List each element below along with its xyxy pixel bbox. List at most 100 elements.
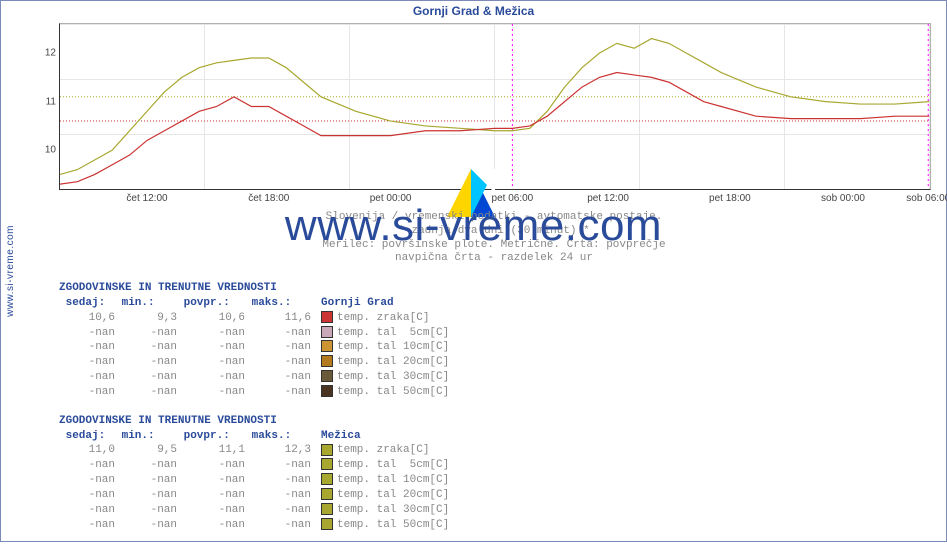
table-cell: -nan: [245, 473, 311, 488]
legend-swatch-icon: [321, 518, 333, 530]
table-cell: -nan: [115, 370, 177, 385]
table-cell: -nan: [115, 518, 177, 533]
x-tick-label: pet 06:00: [492, 193, 534, 204]
table-cell: -nan: [245, 340, 311, 355]
table-cell: -nan: [59, 518, 115, 533]
legend-label: temp. tal 5cm[C]: [337, 327, 449, 339]
table-cell: -nan: [115, 458, 177, 473]
table-cell: -nan: [115, 385, 177, 400]
legend-swatch-icon: [321, 355, 333, 367]
y-tick-label: 11: [46, 96, 56, 107]
table-cell: -nan: [177, 518, 245, 533]
table-cell: -nan: [115, 473, 177, 488]
table-cell: -nan: [177, 355, 245, 370]
legend-swatch-icon: [321, 444, 333, 456]
table-cell: -nan: [59, 340, 115, 355]
table-cell: 11,0: [59, 443, 115, 458]
table-cell: -nan: [177, 370, 245, 385]
table-header-cell: maks.:: [245, 429, 311, 444]
x-tick-label: pet 12:00: [587, 193, 629, 204]
legend-swatch-icon: [321, 340, 333, 352]
table-cell: -nan: [59, 370, 115, 385]
table-cell: -nan: [115, 503, 177, 518]
table-cell: -nan: [177, 503, 245, 518]
table-cell: -nan: [177, 340, 245, 355]
legend-swatch-icon: [321, 473, 333, 485]
x-tick-label: čet 18:00: [248, 193, 289, 204]
table-cell: -nan: [245, 370, 311, 385]
table-row: -nan-nan-nan-nantemp. tal 20cm[C]: [59, 488, 449, 503]
table-cell: -nan: [245, 518, 311, 533]
table-cell: 9,5: [115, 443, 177, 458]
table-cell: -nan: [245, 488, 311, 503]
subtitle-line: * zadnja dva dni (30 minut) *: [59, 225, 929, 239]
table-title: ZGODOVINSKE IN TRENUTNE VREDNOSTI: [59, 281, 449, 296]
chart-plot-area: 101112čet 12:00čet 18:00pet 00:00pet 06:…: [59, 23, 931, 190]
table-header-row: sedaj: min.: povpr.: maks.:Gornji Grad: [59, 296, 449, 311]
table-row: 10,69,310,611,6temp. zraka[C]: [59, 311, 449, 326]
station-table: ZGODOVINSKE IN TRENUTNE VREDNOSTI sedaj:…: [59, 414, 449, 533]
table-row: 11,09,511,112,3temp. zraka[C]: [59, 443, 449, 458]
legend-label: temp. tal 50cm[C]: [337, 386, 449, 398]
table-cell: -nan: [177, 458, 245, 473]
legend-label: temp. tal 10cm[C]: [337, 474, 449, 486]
table-cell: 9,3: [115, 311, 177, 326]
legend-swatch-icon: [321, 385, 333, 397]
table-row: -nan-nan-nan-nantemp. tal 5cm[C]: [59, 458, 449, 473]
x-tick-label: sob 06:00: [906, 193, 947, 204]
legend-swatch-icon: [321, 488, 333, 500]
table-cell: -nan: [245, 355, 311, 370]
table-header-cell: sedaj:: [59, 429, 115, 444]
table-row: -nan-nan-nan-nantemp. tal 20cm[C]: [59, 355, 449, 370]
x-tick-label: pet 18:00: [709, 193, 751, 204]
table-row: -nan-nan-nan-nantemp. tal 50cm[C]: [59, 385, 449, 400]
table-cell: 11,6: [245, 311, 311, 326]
legend-label: temp. zraka[C]: [337, 312, 429, 324]
table-header-cell: maks.:: [245, 296, 311, 311]
table-header-cell: povpr.:: [177, 429, 245, 444]
table-row: -nan-nan-nan-nantemp. tal 50cm[C]: [59, 518, 449, 533]
table-cell: -nan: [245, 385, 311, 400]
table-cell: -nan: [59, 326, 115, 341]
table-cell: -nan: [115, 488, 177, 503]
table-cell: -nan: [59, 385, 115, 400]
table-cell: 10,6: [177, 311, 245, 326]
legend-label: temp. tal 5cm[C]: [337, 459, 449, 471]
legend-swatch-icon: [321, 370, 333, 382]
table-header-cell: povpr.:: [177, 296, 245, 311]
table-cell: -nan: [59, 503, 115, 518]
legend-label: temp. tal 30cm[C]: [337, 504, 449, 516]
legend-label: temp. zraka[C]: [337, 444, 429, 456]
legend-label: temp. tal 20cm[C]: [337, 356, 449, 368]
subtitle-line: Slovenija / vremenski podatki - avtomats…: [59, 211, 929, 225]
y-axis-label: www.si-vreme.com: [5, 225, 16, 317]
table-cell: -nan: [59, 355, 115, 370]
table-cell: 10,6: [59, 311, 115, 326]
x-tick-label: čet 12:00: [126, 193, 167, 204]
table-cell: -nan: [245, 458, 311, 473]
table-cell: -nan: [59, 458, 115, 473]
table-cell: -nan: [177, 326, 245, 341]
legend-swatch-icon: [321, 326, 333, 338]
station-name: Gornji Grad: [321, 297, 394, 309]
x-tick-label: pet 00:00: [370, 193, 412, 204]
y-tick-label: 12: [45, 48, 56, 59]
y-tick-label: 10: [45, 145, 56, 156]
legend-swatch-icon: [321, 503, 333, 515]
y-axis-label-strip: www.si-vreme.com: [1, 1, 19, 541]
table-cell: -nan: [115, 326, 177, 341]
chart-panel: www.si-vreme.com Gornji Grad & Mežica 10…: [0, 0, 947, 542]
x-tick-label: sob 00:00: [821, 193, 865, 204]
legend-swatch-icon: [321, 311, 333, 323]
subtitle-line: navpična črta - razdelek 24 ur: [59, 252, 929, 266]
table-cell: -nan: [59, 488, 115, 503]
table-cell: -nan: [177, 488, 245, 503]
legend-label: temp. tal 30cm[C]: [337, 371, 449, 383]
station-name: Mežica: [321, 430, 361, 442]
table-cell: -nan: [245, 503, 311, 518]
legend-label: temp. tal 20cm[C]: [337, 489, 449, 501]
table-cell: 11,1: [177, 443, 245, 458]
table-header-cell: sedaj:: [59, 296, 115, 311]
station-table: ZGODOVINSKE IN TRENUTNE VREDNOSTI sedaj:…: [59, 281, 449, 400]
legend-label: temp. tal 10cm[C]: [337, 341, 449, 353]
